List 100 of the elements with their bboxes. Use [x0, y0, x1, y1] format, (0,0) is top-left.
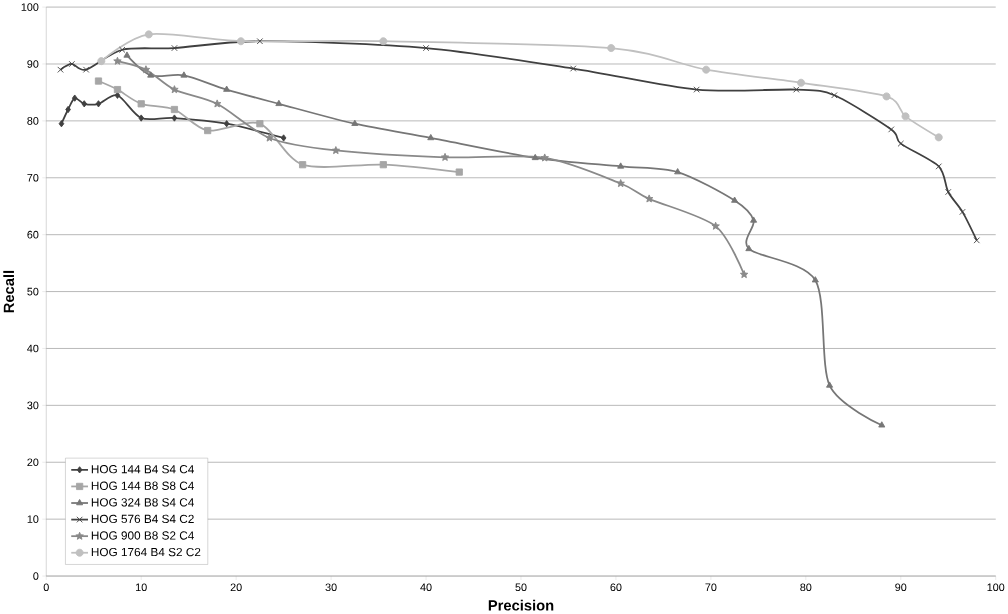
- x-tick-label: 90: [895, 583, 907, 592]
- point: [82, 66, 90, 73]
- point: [422, 44, 430, 52]
- point: [265, 133, 274, 142]
- point: [236, 37, 245, 46]
- point: [280, 134, 287, 142]
- point: [137, 100, 145, 108]
- point: [223, 85, 231, 92]
- point: [123, 51, 131, 58]
- point: [831, 92, 838, 99]
- y-tick-label: 70: [27, 174, 39, 182]
- y-tick-label: 20: [27, 458, 39, 467]
- point: [617, 162, 625, 169]
- point: [138, 114, 144, 122]
- legend-label: HOG 1764 B4 S2 C2: [91, 547, 201, 557]
- point: [702, 65, 711, 74]
- legend-label: HOG 144 B8 S8 C4: [91, 481, 194, 490]
- legend-label: HOG 576 B4 S4 C2: [91, 514, 194, 524]
- point: [959, 208, 966, 216]
- point: [256, 120, 264, 128]
- point: [897, 140, 904, 147]
- point: [275, 99, 283, 107]
- point: [440, 152, 450, 161]
- point: [427, 134, 435, 141]
- point: [569, 65, 577, 72]
- point: [119, 46, 126, 54]
- point: [901, 112, 910, 121]
- x-tick-label: 20: [230, 583, 242, 592]
- x-tick-label: 30: [325, 583, 337, 592]
- point: [94, 77, 103, 85]
- point: [71, 94, 78, 102]
- point: [144, 30, 153, 39]
- point: [455, 168, 463, 176]
- point: [331, 146, 341, 155]
- point: [204, 127, 212, 135]
- x-tick-label: 50: [515, 583, 527, 592]
- y-tick-label: 40: [27, 344, 39, 353]
- point: [793, 86, 800, 93]
- point: [888, 126, 895, 133]
- point: [693, 86, 700, 93]
- point: [223, 120, 230, 128]
- point: [644, 194, 654, 203]
- point: [170, 85, 179, 94]
- legend-label: HOG 144 B4 S4 C4: [91, 465, 194, 474]
- point: [58, 120, 65, 128]
- point: [540, 153, 549, 162]
- point: [180, 71, 188, 78]
- point: [68, 60, 76, 68]
- point: [351, 119, 359, 126]
- point: [379, 37, 388, 46]
- point: [113, 56, 122, 65]
- point: [882, 92, 891, 101]
- point: [114, 91, 121, 99]
- x-axis-title: Precision: [488, 599, 554, 611]
- point: [797, 78, 806, 87]
- point: [147, 71, 155, 78]
- point: [607, 44, 616, 53]
- point: [934, 133, 943, 142]
- point: [531, 153, 539, 161]
- y-tick-label: 10: [27, 515, 39, 524]
- point: [113, 86, 122, 94]
- x-tick-label: 0: [43, 583, 49, 592]
- point: [945, 188, 952, 196]
- point: [711, 221, 720, 230]
- x-tick-label: 10: [136, 583, 147, 592]
- point: [256, 38, 264, 45]
- point: [731, 196, 739, 203]
- point: [674, 168, 682, 175]
- point: [212, 99, 222, 108]
- point: [973, 237, 980, 244]
- y-tick-label: 0: [33, 572, 39, 580]
- x-tick-label: 60: [610, 583, 622, 592]
- point: [95, 100, 102, 108]
- point: [379, 161, 387, 169]
- x-tick-label: 40: [420, 583, 432, 592]
- legend-label: HOG 900 B8 S2 C4: [91, 531, 194, 540]
- legend-label: HOG 324 B8 S4 C4: [91, 498, 194, 507]
- point: [745, 244, 753, 252]
- point: [299, 161, 307, 169]
- point: [170, 105, 179, 114]
- y-tick-label: 60: [27, 230, 39, 239]
- point: [171, 114, 178, 122]
- y-tick-label: 90: [27, 60, 39, 68]
- point: [57, 66, 64, 73]
- point: [171, 44, 178, 52]
- point: [81, 100, 88, 108]
- point: [97, 57, 106, 66]
- point: [811, 276, 819, 283]
- point: [935, 163, 942, 170]
- point: [826, 381, 834, 388]
- y-tick-label: 80: [27, 117, 39, 125]
- x-tick-label: 100: [987, 583, 1005, 592]
- point: [616, 179, 625, 188]
- y-tick-label: 100: [21, 3, 39, 11]
- x-tick-label: 70: [705, 583, 717, 592]
- y-tick-label: 50: [27, 287, 39, 296]
- x-tick-label: 80: [800, 583, 812, 592]
- y-axis-title: Recall: [3, 270, 15, 313]
- point: [750, 216, 758, 223]
- y-tick-label: 30: [27, 401, 39, 410]
